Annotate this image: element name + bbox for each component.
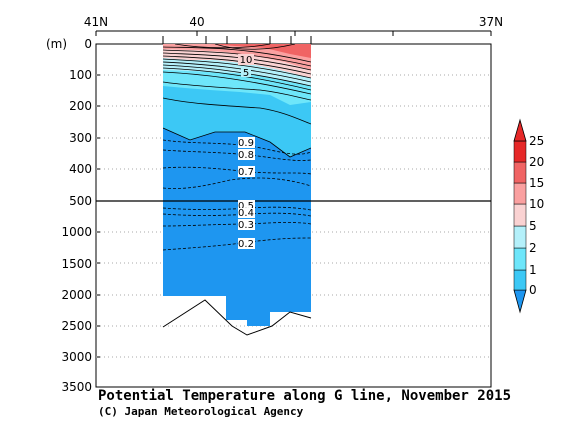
contour-label: 5 [243, 68, 249, 79]
y-tick-label: 400 [69, 162, 92, 176]
colorbar: 0 1 2 5 10 15 20 25 [513, 118, 544, 314]
x-tick-label: 41N [84, 15, 108, 29]
y-ticks-lower: 1000 1500 2000 2500 3000 3500 [61, 225, 92, 394]
y-tick-label: 500 [69, 194, 92, 208]
colorbar-swatch [513, 161, 527, 184]
contour-label: 0.7 [238, 167, 254, 178]
colorbar-swatch [513, 118, 527, 142]
colorbar-swatch [513, 140, 527, 163]
contour-label: 0.9 [238, 138, 254, 149]
contour-label: 0.4 [238, 208, 254, 219]
colorbar-label: 15 [529, 176, 544, 190]
colorbar-swatch [513, 203, 527, 227]
contour-label: 0.5 [238, 201, 254, 212]
bottom-line [162, 299, 312, 336]
colorbar-label: 0 [529, 283, 537, 297]
y-tick-label: 100 [69, 68, 92, 82]
x-tick-label: 37N [479, 15, 503, 29]
contour-label: 0.3 [238, 220, 254, 231]
colorbar-swatch [513, 182, 527, 205]
colorbar-label: 2 [529, 241, 537, 255]
y-tick-label: 0 [84, 37, 92, 51]
y-tick-label: 1000 [61, 225, 92, 239]
colorbar-swatch [513, 225, 527, 249]
y-tick-label: 3000 [61, 350, 92, 364]
y-tick-label: 300 [69, 131, 92, 145]
colorbar-swatch [513, 247, 527, 271]
chart-credit: (C) Japan Meteorological Agency [98, 405, 304, 418]
colorbar-label: 1 [529, 263, 537, 277]
fill-20-25 [195, 44, 311, 58]
colorbar-label: 5 [529, 219, 537, 233]
contour-labels: 10 5 0.9 0.8 0.7 0.5 0.4 0.3 0.2 [238, 54, 255, 250]
fill-15-20 [163, 44, 311, 70]
contours-mid [163, 81, 311, 158]
colorbar-swatch [513, 289, 527, 314]
colorbar-label: 10 [529, 197, 544, 211]
station-markers [162, 36, 312, 44]
contour-label: 0.2 [238, 239, 254, 250]
y-tick-label: 200 [69, 99, 92, 113]
y-tick-marks [96, 74, 101, 358]
contour-label: 0.8 [238, 150, 254, 161]
contour-label: 10 [240, 55, 253, 66]
colorbar-label: 20 [529, 155, 544, 169]
y-tick-label: 2500 [61, 319, 92, 333]
chart-title: Potential Temperature along G line, Nove… [98, 388, 512, 404]
y-unit-label: (m) [46, 37, 67, 51]
y-tick-label: 2000 [61, 288, 92, 302]
y-tick-label: 1500 [61, 257, 92, 271]
colorbar-label: 25 [529, 134, 544, 148]
section-fill [163, 44, 311, 326]
y-tick-label: 3500 [61, 380, 92, 394]
colorbar-swatch [513, 269, 527, 291]
y-ticks-upper: 0 100 200 300 400 500 [69, 37, 92, 208]
contours-surface [163, 44, 311, 95]
x-tick-label: 40 [189, 15, 204, 29]
